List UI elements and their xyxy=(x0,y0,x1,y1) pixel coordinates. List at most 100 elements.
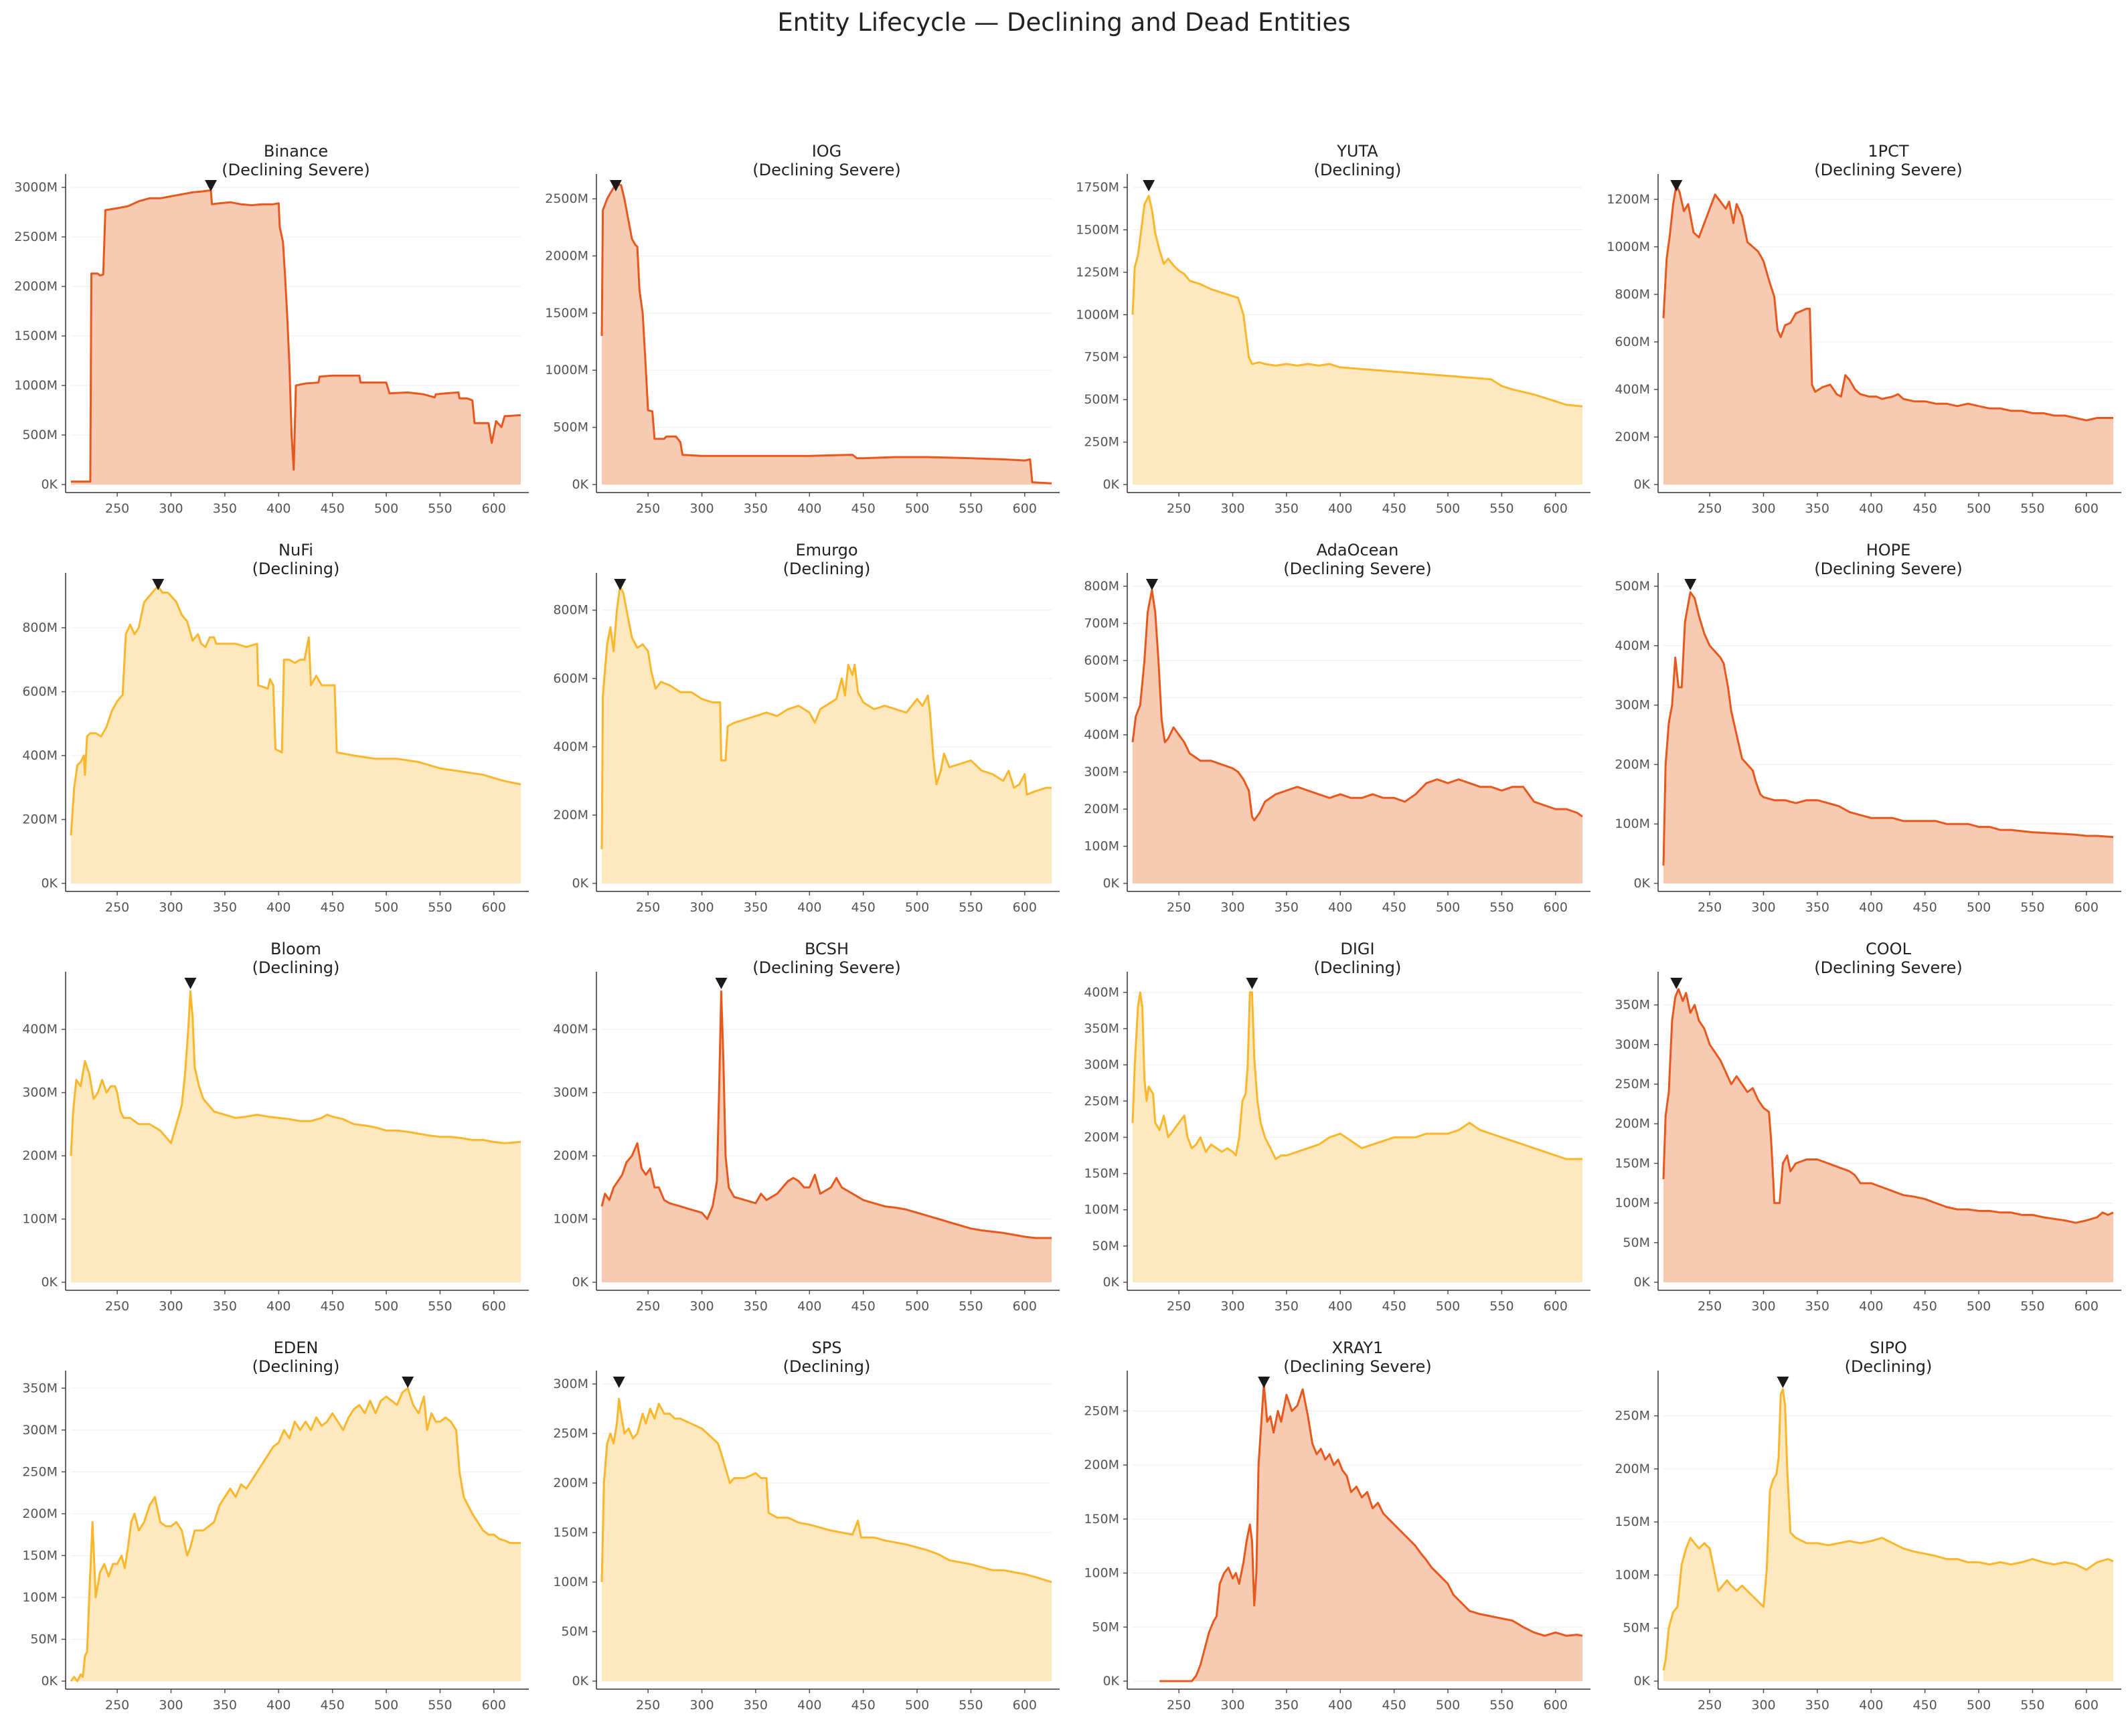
y-tick-label: 500M xyxy=(1615,579,1650,594)
series-area xyxy=(602,991,1052,1282)
peak-marker xyxy=(1670,978,1683,989)
x-tick-label: 250 xyxy=(105,1299,129,1314)
y-tick-label: 200M xyxy=(1084,1130,1119,1144)
x-tick-label: 400 xyxy=(797,900,821,915)
y-tick-label: 0K xyxy=(41,1674,58,1688)
panel-subtitle: (Declining) xyxy=(783,559,871,578)
x-tick-label: 250 xyxy=(105,1698,129,1713)
y-tick-label: 500M xyxy=(553,420,588,435)
x-tick-label: 350 xyxy=(1275,1299,1299,1314)
y-tick-label: 200M xyxy=(1615,1116,1650,1131)
panel-cool: COOL(Declining Severe) 0K 50M 100M 150M 200M 2… xyxy=(1615,940,2121,1314)
x-tick-label: 350 xyxy=(744,1698,768,1713)
y-tick-label: 1250M xyxy=(1076,265,1119,280)
series-line xyxy=(1662,183,2113,422)
panel-iog: IOG(Declining Severe) 0K 500M 1000M 1500M 200… xyxy=(545,142,1060,516)
panel-xray1: XRAY1(Declining Severe) 0K 50M 100M 150M 200M… xyxy=(1084,1338,1590,1713)
x-tick-label: 400 xyxy=(266,1698,291,1713)
y-tick-label: 2500M xyxy=(545,191,588,206)
panel-title: SIPO xyxy=(1870,1338,1907,1357)
panel-title: DIGI xyxy=(1340,940,1374,958)
y-tick-label: 500M xyxy=(1084,392,1119,407)
x-tick-label: 600 xyxy=(482,1299,506,1314)
panel-title: NuFi xyxy=(278,541,313,559)
series-line xyxy=(70,585,521,836)
y-tick-label: 0K xyxy=(1633,477,1650,492)
y-tick-label: 1000M xyxy=(545,363,588,377)
series-line xyxy=(1131,589,1583,822)
x-tick-label: 300 xyxy=(689,1698,714,1713)
x-tick-label: 600 xyxy=(1013,1698,1037,1713)
panel-title: Bloom xyxy=(270,940,321,958)
x-tick-label: 550 xyxy=(959,501,983,516)
x-tick-label: 300 xyxy=(1220,1299,1244,1314)
x-tick-label: 350 xyxy=(1275,501,1299,516)
x-tick-label: 400 xyxy=(797,1698,821,1713)
series-area xyxy=(1133,195,1582,485)
y-tick-label: 400M xyxy=(553,740,588,754)
x-tick-label: 550 xyxy=(959,900,983,915)
series-line xyxy=(1662,988,2114,1224)
series-area xyxy=(71,991,521,1282)
x-tick-label: 450 xyxy=(851,1299,876,1314)
panel-1pct: 1PCT(Declining Severe) 0K 200M 400M 600M 800M… xyxy=(1607,142,2121,516)
panel-title: YUTA xyxy=(1336,142,1378,161)
y-tick-label: 200M xyxy=(1615,1462,1650,1476)
x-tick-label: 550 xyxy=(2020,1698,2044,1713)
peak-marker xyxy=(1258,1377,1271,1388)
peak-marker xyxy=(1145,579,1158,590)
x-tick-label: 500 xyxy=(1967,1299,1991,1314)
y-tick-label: 400M xyxy=(1084,727,1119,742)
series-area xyxy=(71,190,521,485)
y-tick-label: 600M xyxy=(1084,653,1119,668)
series-area xyxy=(602,183,1052,485)
panel-subtitle: (Declining) xyxy=(252,1357,340,1376)
x-tick-label: 600 xyxy=(1544,501,1568,516)
panel-title: Emurgo xyxy=(795,541,857,559)
series-line xyxy=(1662,1388,2114,1671)
y-tick-label: 300M xyxy=(1084,1057,1119,1072)
panel-sps: SPS(Declining) 0K 50M 100M 150M 200M 250M 300M 2… xyxy=(553,1338,1060,1713)
x-tick-label: 250 xyxy=(636,1698,660,1713)
series-line xyxy=(71,189,521,483)
x-tick-label: 300 xyxy=(1751,1299,1775,1314)
y-tick-label: 400M xyxy=(1084,985,1119,1000)
y-tick-label: 600M xyxy=(553,671,588,686)
x-tick-label: 550 xyxy=(2020,1299,2044,1314)
peak-marker xyxy=(1143,180,1155,191)
x-tick-label: 450 xyxy=(321,1299,345,1314)
panel-title: EDEN xyxy=(274,1338,319,1357)
x-tick-label: 500 xyxy=(1967,1698,1991,1713)
x-tick-label: 400 xyxy=(266,900,291,915)
series-line xyxy=(600,183,1052,485)
panel-subtitle: (Declining Severe) xyxy=(222,161,370,179)
y-tick-label: 300M xyxy=(553,1377,588,1391)
y-tick-label: 0K xyxy=(572,1275,588,1290)
peak-marker xyxy=(1777,1377,1789,1388)
series-line xyxy=(70,990,521,1156)
series-area xyxy=(1663,988,2113,1282)
y-tick-label: 1000M xyxy=(14,378,58,393)
x-tick-label: 350 xyxy=(1805,1698,1829,1713)
x-tick-label: 550 xyxy=(428,900,452,915)
y-tick-label: 0K xyxy=(41,876,58,891)
panel-bloom: Bloom(Declining) 0K 100M 200M 300M 400M 250 300… xyxy=(22,940,529,1314)
x-tick-label: 600 xyxy=(2074,1698,2099,1713)
x-tick-label: 250 xyxy=(1698,1698,1722,1713)
panel-subtitle: (Declining Severe) xyxy=(1814,958,1963,977)
panel-title: HOPE xyxy=(1866,541,1911,559)
y-tick-label: 50M xyxy=(561,1624,588,1639)
x-tick-label: 550 xyxy=(2020,900,2044,915)
peak-marker xyxy=(152,579,165,590)
series-line xyxy=(600,585,1052,850)
x-tick-label: 600 xyxy=(2074,501,2099,516)
series-area xyxy=(71,1388,521,1681)
x-tick-label: 500 xyxy=(905,1698,929,1713)
x-tick-label: 350 xyxy=(744,900,768,915)
y-tick-label: 50M xyxy=(30,1632,58,1646)
y-tick-label: 400M xyxy=(1615,638,1650,653)
panel-sipo: SIPO(Declining) 0K 50M 100M 150M 200M 250M 250 3… xyxy=(1615,1338,2121,1713)
y-tick-label: 2500M xyxy=(14,230,58,244)
panel-adaocean: AdaOcean(Declining Severe) 0K 100M 200M 300M… xyxy=(1084,541,1590,915)
